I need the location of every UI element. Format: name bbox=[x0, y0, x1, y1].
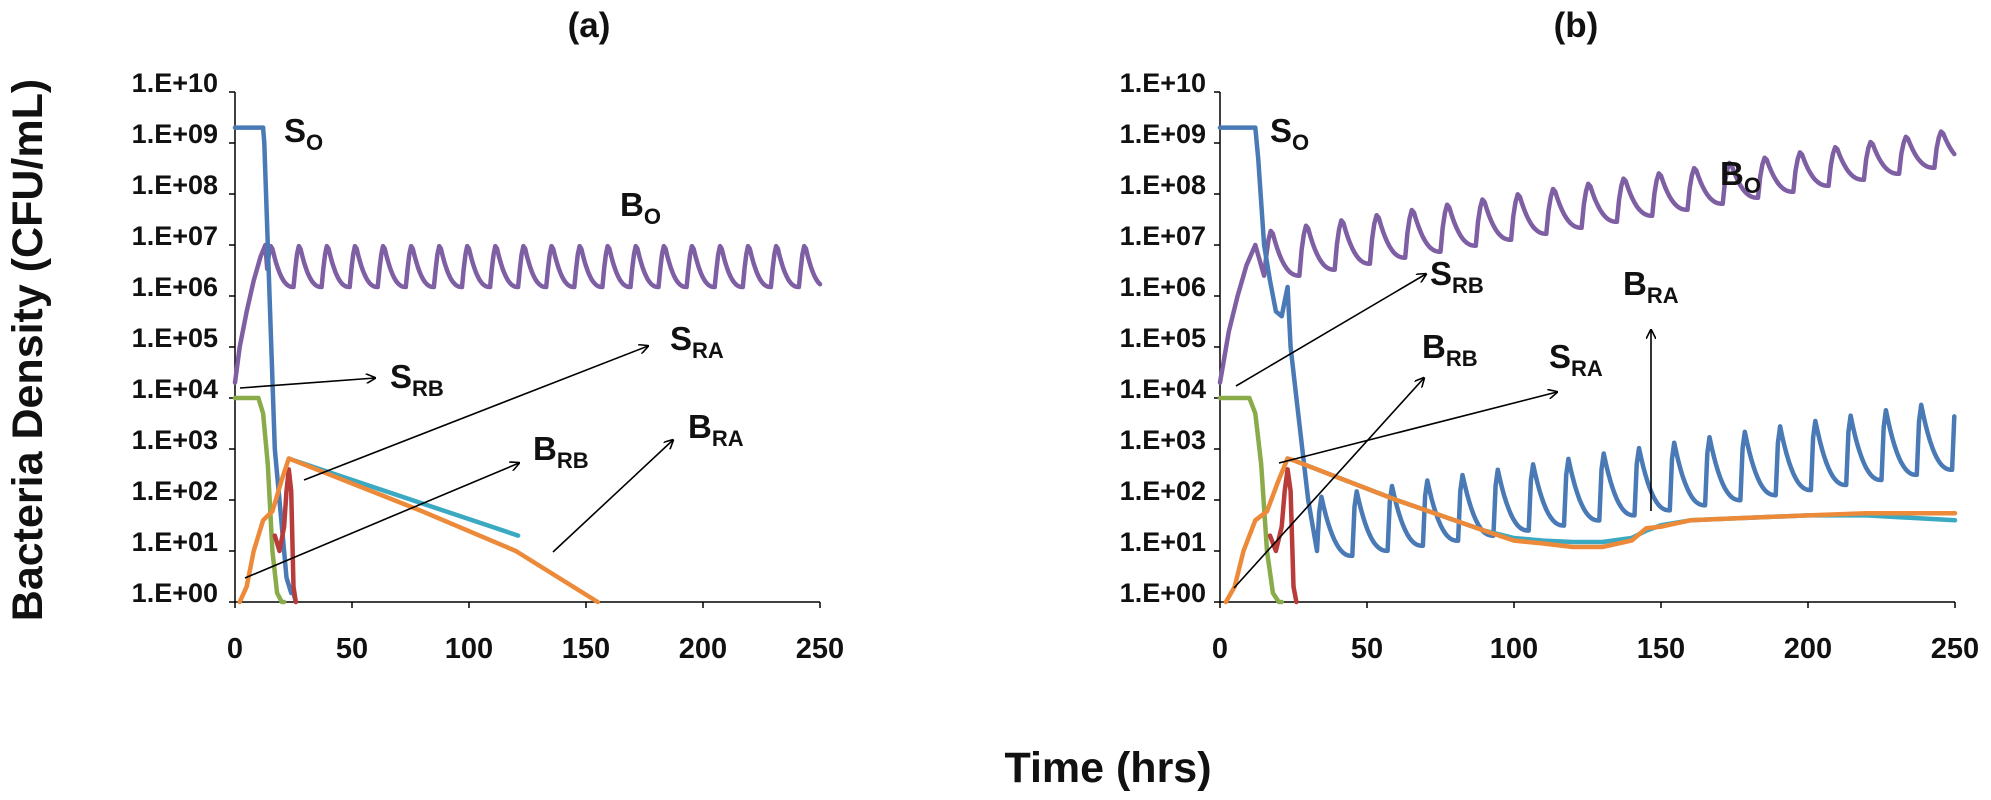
y-tick-label-a-6: 1.E+06 bbox=[132, 272, 218, 302]
label-a-srb: SRB bbox=[390, 358, 444, 401]
label-a-sra: SRA bbox=[670, 320, 724, 363]
axes-a bbox=[229, 91, 821, 608]
y-tick-label-b-1: 1.E+01 bbox=[1120, 527, 1206, 557]
y-tick-label-a-8: 1.E+08 bbox=[132, 170, 218, 200]
arrow-a-brb bbox=[244, 463, 519, 579]
label-b-sra: SRA bbox=[1549, 338, 1603, 381]
x-tick-label-a-3: 150 bbox=[562, 633, 610, 665]
y-tick-label-a-10: 1.E+10 bbox=[132, 68, 218, 98]
series-line-a-srb bbox=[232, 395, 287, 605]
y-tick-label-a-3: 1.E+03 bbox=[132, 425, 218, 455]
y-tick-label-b-2: 1.E+02 bbox=[1120, 476, 1206, 506]
series-labels-b: SO BO SRB BRA BRB SRA bbox=[1270, 112, 1761, 381]
y-tick-label-a-1: 1.E+01 bbox=[132, 527, 218, 557]
x-tick-label-b-1: 50 bbox=[1351, 633, 1383, 665]
y-tick-label-a-5: 1.E+05 bbox=[132, 323, 218, 353]
series-line-b-bo bbox=[1217, 129, 1957, 385]
chart-panel-a: (a) 1.E+00 1.E+01 1.E+02 1.E+03 1.E+04 1… bbox=[132, 6, 845, 665]
x-axis-title: Time (hrs) bbox=[1004, 744, 1211, 792]
x-tick-label-b-5: 250 bbox=[1931, 633, 1979, 665]
label-b-so: SO bbox=[1270, 112, 1309, 155]
panel-title-b: (b) bbox=[1554, 6, 1599, 45]
y-tick-label-a-4: 1.E+04 bbox=[132, 374, 218, 404]
y-tick-label-b-7: 1.E+07 bbox=[1120, 221, 1206, 251]
arrows-a bbox=[239, 346, 673, 579]
series-line-a-bra bbox=[237, 456, 600, 605]
label-b-brb: BRB bbox=[1422, 328, 1478, 371]
series-line-a-bo bbox=[232, 242, 823, 385]
series-line-b-so bbox=[1217, 125, 1957, 559]
label-b-bra: BRA bbox=[1623, 265, 1679, 308]
label-a-so: SO bbox=[284, 112, 323, 155]
y-tick-label-a-0: 1.E+00 bbox=[132, 578, 218, 608]
x-tick-label-b-3: 150 bbox=[1637, 633, 1685, 665]
y-tick-label-b-3: 1.E+03 bbox=[1120, 425, 1206, 455]
series-line-a-brb bbox=[272, 467, 299, 605]
x-tick-label-a-2: 100 bbox=[445, 633, 493, 665]
plot-lines-a bbox=[232, 125, 823, 605]
arrows-b bbox=[1233, 274, 1651, 589]
x-tick-label-b-2: 100 bbox=[1490, 633, 1538, 665]
x-tick-label-b-0: 0 bbox=[1212, 633, 1228, 665]
label-b-srb: SRB bbox=[1430, 255, 1484, 298]
y-tick-label-b-9: 1.E+09 bbox=[1120, 119, 1206, 149]
arrow-a-srb bbox=[239, 378, 375, 389]
series-line-b-bra bbox=[1223, 456, 1958, 605]
y-tick-label-b-8: 1.E+08 bbox=[1120, 170, 1206, 200]
y-tick-label-b-10: 1.E+10 bbox=[1120, 68, 1206, 98]
label-a-bo: BO bbox=[620, 186, 661, 229]
y-tick-label-a-7: 1.E+07 bbox=[132, 221, 218, 251]
arrow-b-sra bbox=[1278, 392, 1557, 464]
x-tick-labels-a: 0 50 100 150 200 250 bbox=[227, 633, 844, 665]
x-tick-labels-b: 0 50 100 150 200 250 bbox=[1212, 633, 1979, 665]
arrow-b-brb bbox=[1233, 378, 1424, 589]
x-tick-label-b-4: 200 bbox=[1784, 633, 1832, 665]
label-a-bra: BRA bbox=[688, 408, 744, 451]
x-tick-label-a-1: 50 bbox=[336, 633, 368, 665]
y-tick-label-b-4: 1.E+04 bbox=[1120, 374, 1206, 404]
x-tick-label-a-0: 0 bbox=[227, 633, 243, 665]
arrow-a-bra bbox=[552, 440, 673, 553]
y-tick-label-a-9: 1.E+09 bbox=[132, 119, 218, 149]
series-line-a-so bbox=[232, 125, 299, 605]
y-tick-label-b-5: 1.E+05 bbox=[1120, 323, 1206, 353]
y-tick-labels-a: 1.E+00 1.E+01 1.E+02 1.E+03 1.E+04 1.E+0… bbox=[132, 68, 218, 608]
label-a-brb: BRB bbox=[533, 430, 589, 473]
series-line-b-srb bbox=[1217, 395, 1284, 605]
x-tick-label-a-5: 250 bbox=[796, 633, 844, 665]
y-tick-label-a-2: 1.E+02 bbox=[132, 476, 218, 506]
plot-lines-b bbox=[1217, 125, 1958, 605]
y-tick-labels-b: 1.E+00 1.E+01 1.E+02 1.E+03 1.E+04 1.E+0… bbox=[1120, 68, 1206, 608]
series-line-b-brb bbox=[1267, 467, 1299, 605]
label-b-bo: BO bbox=[1720, 155, 1761, 198]
axes-b bbox=[1214, 91, 1956, 608]
arrow-b-srb bbox=[1235, 274, 1426, 387]
arrow-a-sra bbox=[303, 346, 648, 481]
panel-title-a: (a) bbox=[568, 6, 611, 45]
x-tick-label-a-4: 200 bbox=[679, 633, 727, 665]
y-tick-label-b-6: 1.E+06 bbox=[1120, 272, 1206, 302]
chart-panel-b: (b) 1.E+00 1.E+01 1.E+02 1.E+03 1.E+04 1… bbox=[1120, 6, 1980, 665]
series-labels-a: SO BO SRB SRA BRB BRA bbox=[284, 112, 744, 473]
y-axis-title: Bacteria Density (CFU/mL) bbox=[4, 79, 52, 621]
y-tick-label-b-0: 1.E+00 bbox=[1120, 578, 1206, 608]
